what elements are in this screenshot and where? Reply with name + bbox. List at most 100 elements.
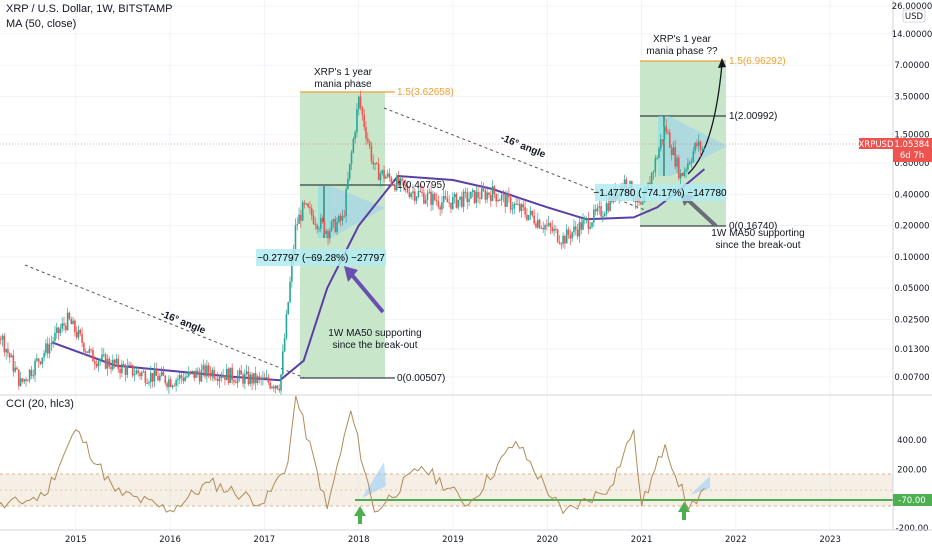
candle-body — [658, 148, 660, 159]
candle-body — [591, 222, 593, 228]
fib-label-2017-base: 0(0.00507) — [397, 373, 445, 384]
candle-body — [565, 229, 568, 244]
candle-body — [242, 374, 244, 384]
candle-body — [202, 365, 205, 370]
cci-indicator-label[interactable]: CCI (20, hlc3) — [6, 398, 74, 410]
ma-arrow-2021 — [686, 198, 718, 228]
candle-body — [74, 320, 76, 333]
candle-body — [435, 199, 438, 202]
candle-body — [697, 141, 700, 147]
candle-body — [477, 191, 479, 198]
candle-body — [558, 241, 561, 244]
price-tick-label: 0.20000 — [894, 222, 929, 232]
candle-body — [383, 170, 385, 179]
candle-body — [117, 358, 120, 369]
fib-label-2021-mid: 1(2.00992) — [729, 111, 777, 122]
candle-body — [603, 213, 606, 217]
candle-body — [265, 377, 268, 379]
candle-body — [63, 323, 65, 326]
candle-body — [598, 206, 601, 208]
candle-body — [661, 139, 664, 141]
time-tick-label: 2022 — [725, 535, 747, 545]
candle-body — [488, 192, 490, 196]
candle-body — [578, 222, 581, 237]
candle-body — [455, 194, 458, 208]
candle-body — [446, 198, 449, 203]
candle-body — [417, 191, 420, 197]
candle-body — [377, 163, 380, 181]
candle-body — [336, 222, 338, 233]
candle-body — [587, 217, 590, 229]
price-axis[interactable]: 26.00000 14.00000 7.00000 3.50000 1.50000 0.8… — [892, 0, 932, 530]
candle-body — [448, 202, 450, 204]
candle-body — [159, 375, 161, 381]
candle-body — [66, 312, 69, 331]
candle-body — [376, 163, 378, 165]
candle-body — [670, 147, 673, 156]
candle-body — [79, 329, 82, 334]
candle-body — [531, 210, 534, 216]
candle-body — [110, 366, 112, 370]
candle-body — [101, 354, 103, 360]
candle-body — [12, 355, 15, 372]
candle-body — [296, 223, 299, 226]
candle-body — [171, 385, 174, 388]
candle-body — [46, 343, 49, 354]
candle-body — [395, 176, 398, 191]
candle-body — [119, 368, 121, 374]
candle-body — [75, 332, 78, 338]
candle-body — [115, 358, 118, 364]
candle-body — [462, 191, 465, 207]
candle-body — [206, 365, 208, 377]
candle-body — [54, 332, 56, 341]
candle-body — [93, 361, 96, 364]
candle-body — [157, 375, 159, 381]
currency-badge[interactable] — [902, 9, 926, 23]
candle-body — [538, 219, 541, 229]
candle-body — [461, 196, 463, 207]
candle-body — [433, 193, 436, 200]
candle-body — [555, 228, 557, 230]
candle-body — [491, 186, 494, 201]
time-axis[interactable]: 2014201520162017201820192020202120222023 — [0, 529, 932, 545]
time-tick-label: 2018 — [348, 535, 370, 545]
cci-wedge-2021 — [690, 476, 710, 495]
candle-body — [124, 366, 127, 375]
candle-body — [142, 371, 145, 373]
candle-body — [502, 194, 505, 196]
candle-body — [404, 185, 407, 187]
candle-body — [244, 373, 246, 384]
candle-body — [285, 314, 288, 339]
candle-body — [480, 188, 483, 199]
candle-body — [234, 382, 237, 384]
candle-body — [688, 162, 691, 164]
candle-body — [83, 342, 85, 352]
candle-body — [526, 214, 528, 220]
candle-body — [509, 197, 512, 210]
candle-body — [408, 192, 411, 198]
candle-body — [289, 281, 291, 303]
candle-body — [423, 192, 425, 204]
candle-body — [432, 193, 434, 205]
candle-body — [65, 325, 67, 331]
candle-body — [399, 178, 402, 185]
time-tick-label: 2017 — [254, 535, 276, 545]
candle-body — [441, 202, 443, 210]
candle-body — [665, 126, 667, 133]
candle-body — [386, 173, 389, 177]
candle-body — [690, 161, 693, 163]
ma-indicator-label[interactable]: MA (50, close) — [6, 18, 77, 30]
candle-body — [263, 377, 266, 379]
currency-label: USD — [905, 12, 924, 22]
candle-body — [459, 196, 461, 200]
candle-body — [291, 261, 293, 282]
candle-body — [43, 352, 45, 358]
candle-body — [374, 163, 376, 165]
candle-body — [692, 151, 695, 162]
candle-body — [50, 342, 53, 345]
candle-body — [318, 228, 320, 230]
candle-body — [683, 171, 686, 176]
candle-body — [687, 163, 689, 170]
candle-body — [359, 96, 362, 108]
